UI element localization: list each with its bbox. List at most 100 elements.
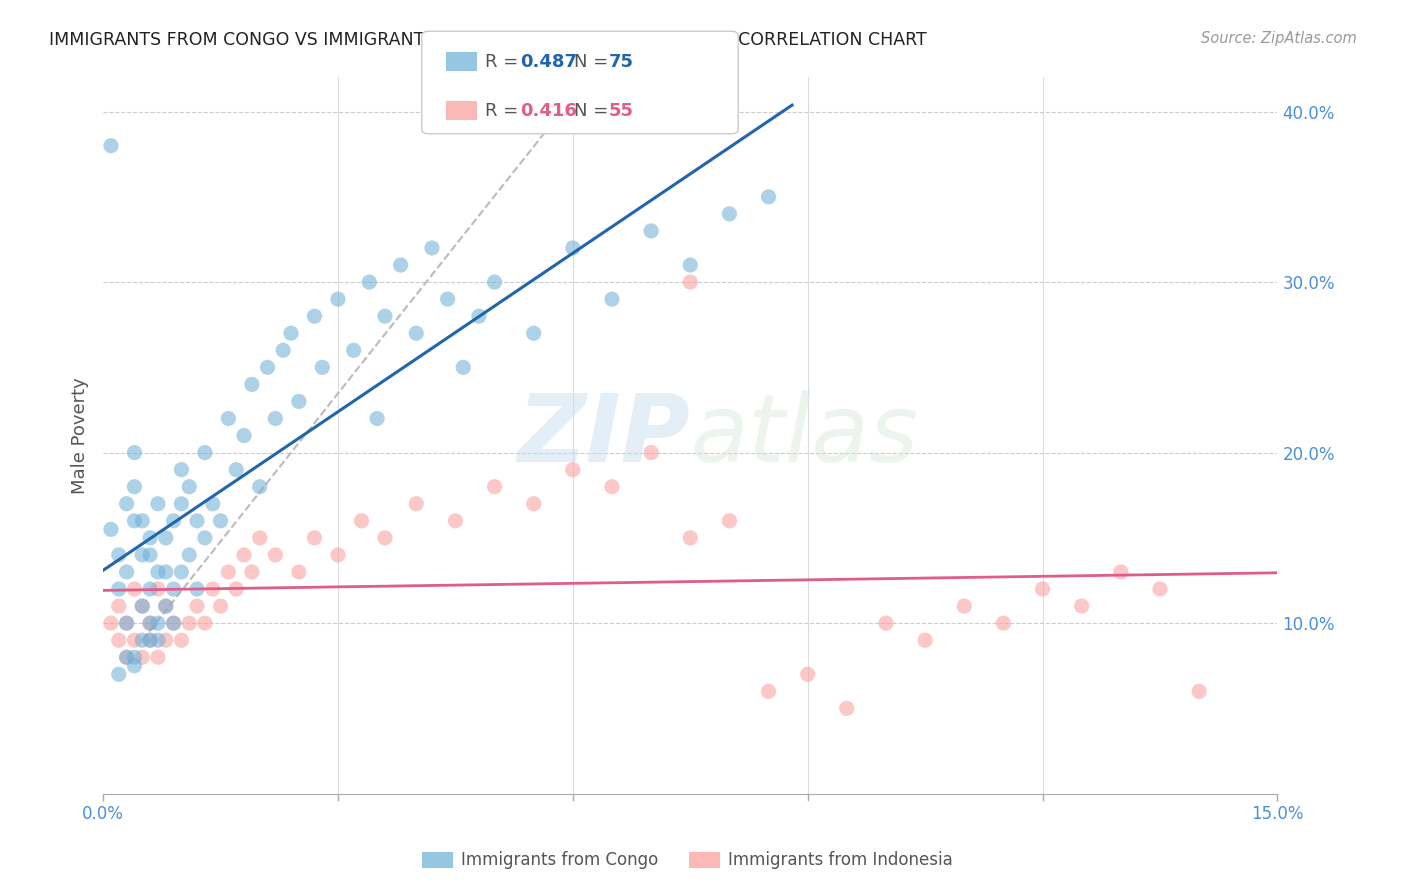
Point (186, 599, 208, 613)
Text: 0.416: 0.416 (520, 102, 576, 120)
Point (162, 616, 184, 631)
Text: Source: ZipAtlas.com: Source: ZipAtlas.com (1201, 31, 1357, 46)
Point (115, 497, 138, 511)
Point (374, 309, 396, 323)
Point (146, 650, 169, 665)
Point (115, 650, 138, 665)
Point (256, 360, 278, 375)
Point (451, 360, 474, 375)
Point (249, 480, 271, 494)
Point (155, 531, 177, 545)
Point (179, 616, 201, 631)
Point (139, 633, 162, 648)
Point (1070, 599, 1092, 613)
Point (280, 326, 302, 341)
Point (217, 411, 239, 425)
Point (343, 343, 366, 358)
Point (124, 445, 146, 459)
Point (186, 582, 208, 596)
Point (288, 394, 311, 409)
Point (124, 514, 146, 528)
Point (155, 599, 177, 613)
Point (523, 326, 546, 341)
Point (444, 514, 467, 528)
Point (1188, 684, 1211, 698)
Point (107, 548, 129, 562)
Point (107, 633, 129, 648)
Point (953, 599, 976, 613)
Point (758, 684, 780, 698)
Point (1109, 565, 1132, 579)
Text: Immigrants from Indonesia: Immigrants from Indonesia (728, 851, 953, 869)
Point (679, 258, 702, 272)
Point (115, 565, 138, 579)
Point (993, 616, 1015, 631)
Point (225, 463, 247, 477)
Point (209, 514, 232, 528)
Point (311, 360, 333, 375)
Text: R =: R = (485, 53, 524, 70)
Point (194, 531, 217, 545)
Point (100, 138, 122, 153)
Point (561, 463, 583, 477)
Point (835, 701, 858, 715)
Point (139, 616, 162, 631)
Point (640, 445, 662, 459)
Text: atlas: atlas (690, 390, 918, 481)
Text: ZIP: ZIP (517, 390, 690, 482)
Point (115, 650, 138, 665)
Point (225, 582, 247, 596)
Point (179, 548, 201, 562)
Point (107, 667, 129, 681)
Point (374, 531, 396, 545)
Text: 75: 75 (609, 53, 634, 70)
Point (107, 582, 129, 596)
Text: 0.487: 0.487 (520, 53, 578, 70)
Point (124, 650, 146, 665)
Point (131, 599, 153, 613)
Point (561, 241, 583, 255)
Point (359, 275, 381, 289)
Point (640, 224, 662, 238)
Point (107, 599, 129, 613)
Point (288, 565, 311, 579)
Text: R =: R = (485, 102, 524, 120)
Y-axis label: Male Poverty: Male Poverty (72, 377, 89, 494)
Point (162, 514, 184, 528)
Point (201, 497, 224, 511)
Point (170, 565, 193, 579)
Point (170, 497, 193, 511)
Point (155, 565, 177, 579)
Point (875, 616, 897, 631)
Point (240, 377, 263, 392)
Point (115, 616, 138, 631)
Point (100, 522, 122, 536)
Point (326, 292, 349, 306)
Point (914, 633, 936, 648)
Point (139, 531, 162, 545)
Point (146, 565, 169, 579)
Point (194, 616, 217, 631)
Point (484, 275, 506, 289)
Point (162, 616, 184, 631)
Point (124, 658, 146, 673)
Text: Immigrants from Congo: Immigrants from Congo (461, 851, 658, 869)
Point (124, 480, 146, 494)
Point (523, 497, 546, 511)
Point (146, 616, 169, 631)
Point (600, 480, 623, 494)
Point (304, 531, 326, 545)
Point (124, 582, 146, 596)
Point (124, 633, 146, 648)
Text: 55: 55 (609, 102, 634, 120)
Point (389, 258, 412, 272)
Point (139, 633, 162, 648)
Point (170, 633, 193, 648)
Point (420, 241, 443, 255)
Text: N =: N = (574, 102, 613, 120)
Point (201, 582, 224, 596)
Point (209, 599, 232, 613)
Point (131, 650, 153, 665)
Point (264, 411, 287, 425)
Point (468, 309, 491, 323)
